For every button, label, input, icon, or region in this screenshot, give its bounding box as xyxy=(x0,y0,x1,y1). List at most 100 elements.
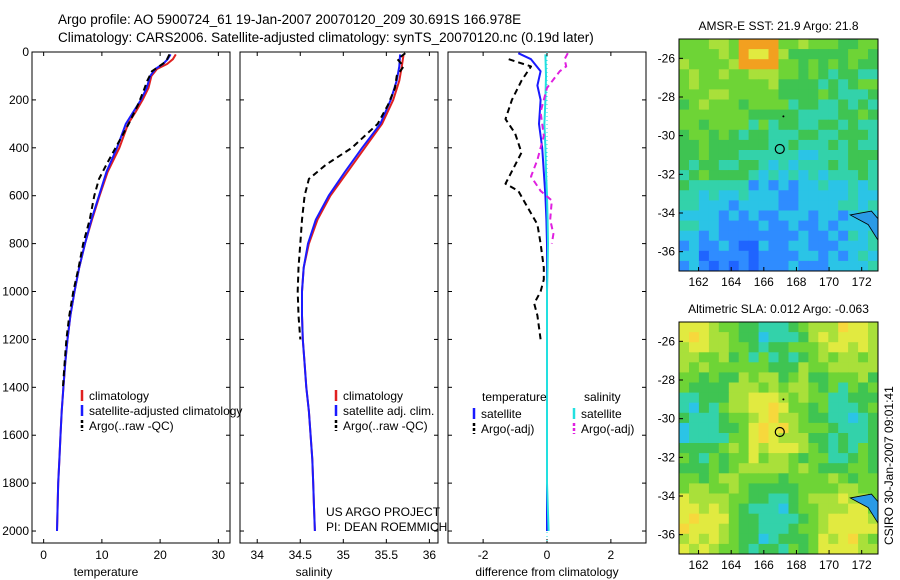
sla-map-cell xyxy=(858,523,869,535)
sla-map-cell xyxy=(698,362,710,373)
sst-map-cell xyxy=(808,150,819,161)
sla-map-cell xyxy=(788,533,799,545)
sla-map-cell xyxy=(738,503,750,515)
temperature-ytick-label: 600 xyxy=(9,189,29,203)
sst-map-cell xyxy=(788,150,799,161)
sla-map-cell xyxy=(728,463,740,474)
sla-map-title: Altimetric SLA: 0.012 Argo: -0.063 xyxy=(688,302,869,316)
sla-map-ytick-label: -26 xyxy=(658,334,676,348)
sst-map-cell xyxy=(728,129,740,141)
sst-float-marker xyxy=(774,143,785,155)
sla-map-ytick-label: -28 xyxy=(658,373,676,387)
sla-map-frame xyxy=(678,321,879,555)
sla-map-cell xyxy=(689,483,700,495)
sst-map-cell xyxy=(728,190,740,201)
sst-map-cell xyxy=(718,210,730,222)
sst-map-cell xyxy=(788,99,799,111)
sst-map-cell xyxy=(718,230,730,242)
sst-map-cell xyxy=(748,89,760,101)
sla-map-cell xyxy=(808,503,819,515)
sst-map-cell xyxy=(768,200,779,212)
sla-map-cell xyxy=(808,322,819,333)
sla-map-cell xyxy=(818,443,829,454)
sst-map-cell xyxy=(778,230,789,242)
sst-map-cell xyxy=(798,160,809,171)
sst-map-cell xyxy=(689,170,700,181)
sla-map-cell xyxy=(689,463,700,474)
sla-map-cell xyxy=(728,533,740,545)
sst-map-cell xyxy=(698,210,710,222)
sst-coastline xyxy=(849,210,878,241)
salinity-profile-panel: 34 34.5 35 35.5 36 salinity climatologysatelli… xyxy=(239,51,447,579)
sla-map-cell xyxy=(818,332,829,343)
sst-map-cell xyxy=(728,170,740,181)
sst-map-cell xyxy=(718,39,730,50)
sst-map-cell xyxy=(778,240,789,252)
sla-map-cell xyxy=(718,493,730,505)
sst-map-cell xyxy=(838,109,849,121)
sla-map-cell xyxy=(758,443,770,454)
sst-map-cell xyxy=(708,190,720,201)
sla-map-cell xyxy=(718,543,730,554)
sst-map-cell xyxy=(679,49,690,60)
sla-map-cell xyxy=(828,392,839,404)
sla-map-cell xyxy=(698,382,710,394)
sst-map-cell xyxy=(778,170,789,181)
sla-map-cell xyxy=(718,523,730,535)
sla-map-cell xyxy=(758,523,770,535)
sst-map-cell xyxy=(748,79,760,90)
difference-legend-temp-title: temperature xyxy=(482,390,547,404)
temperature-ytick-label: 1800 xyxy=(2,476,29,490)
sla-map-cell xyxy=(698,453,710,464)
sla-map-cell xyxy=(758,433,770,444)
sst-map-cell xyxy=(848,39,859,50)
salinity-xtick-label: 35.5 xyxy=(375,548,399,562)
sla-map-xtick-label: 166 xyxy=(754,558,774,572)
sla-map-cell xyxy=(748,543,760,554)
sla-map-cell xyxy=(838,443,849,454)
sla-map-cell xyxy=(768,523,779,535)
salinity-xaxis-label: salinity xyxy=(296,565,333,579)
sla-map-cell xyxy=(708,473,720,484)
sla-map-xtick-label: 172 xyxy=(852,558,872,572)
sst-map-cell xyxy=(778,99,789,111)
sla-map-cell xyxy=(748,443,760,454)
sla-map-ytick-label: -32 xyxy=(658,450,676,464)
sla-map-cell xyxy=(708,453,720,464)
sla-map-cell xyxy=(679,342,690,353)
temperature-xtick-label: 0 xyxy=(40,548,47,562)
sla-map-cell xyxy=(718,372,730,384)
sst-map-cell xyxy=(748,180,760,191)
sla-map-cell xyxy=(728,473,740,484)
sst-map-cell xyxy=(679,210,690,222)
sla-map-cell xyxy=(778,533,789,545)
sla-map-cell xyxy=(728,543,740,554)
sst-map-cell xyxy=(708,220,720,232)
sla-map-cell xyxy=(738,533,750,545)
sst-map-cell xyxy=(718,200,730,212)
sla-map-cell xyxy=(818,392,829,404)
sla-map-cell xyxy=(828,372,839,384)
sla-map-cell xyxy=(748,523,760,535)
sst-map-cell xyxy=(798,69,809,80)
sst-map-cell xyxy=(748,49,760,60)
difference-profile-panel: -2 0 2 difference from climatology temperatu… xyxy=(447,51,647,579)
sla-map-cell xyxy=(689,443,700,454)
sla-map-cell xyxy=(768,422,779,434)
sla-map-cell xyxy=(748,503,760,515)
sst-map-cell xyxy=(778,139,789,151)
sla-map-cell xyxy=(758,453,770,464)
sst-map-cell xyxy=(848,170,859,181)
sla-map-cell xyxy=(718,443,730,454)
sla-map-cell xyxy=(838,523,849,535)
sst-map-cell xyxy=(798,150,809,161)
sst-map-cell xyxy=(838,190,849,201)
sst-map-cell xyxy=(868,160,878,171)
sla-map-cell xyxy=(828,443,839,454)
salinity-legend-label: Argo(..raw -QC) xyxy=(343,419,428,433)
sla-map-cell xyxy=(858,392,869,404)
sla-map-cell xyxy=(848,362,859,373)
sst-map-ytick-label: -36 xyxy=(658,245,676,259)
sla-map-cell xyxy=(818,412,829,424)
sst-map-cell xyxy=(788,119,799,131)
